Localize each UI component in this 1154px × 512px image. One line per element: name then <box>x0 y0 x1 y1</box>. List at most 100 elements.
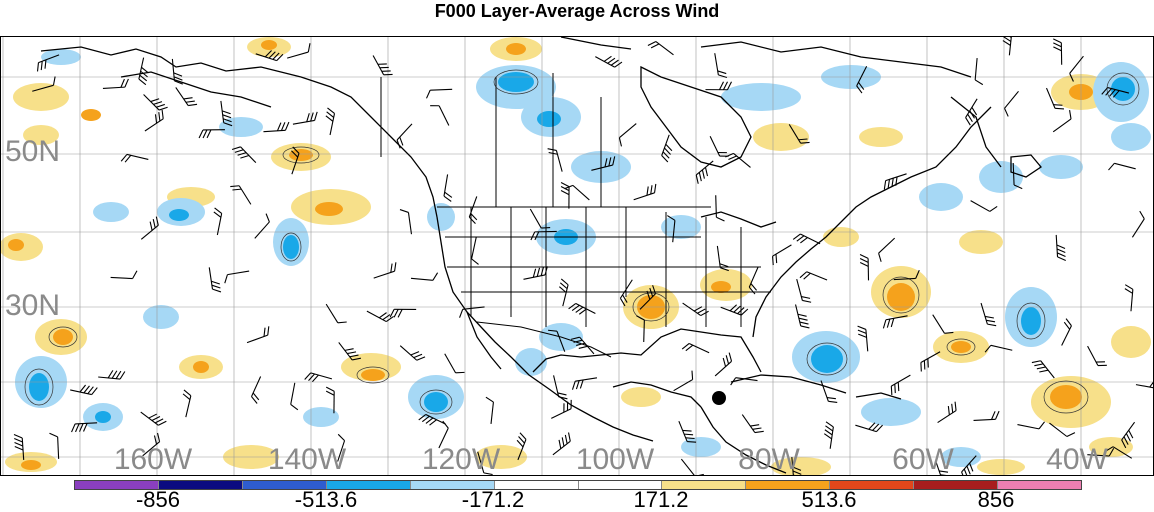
wind-barb <box>822 422 834 449</box>
wind-barb <box>1002 91 1025 116</box>
wind-barb <box>985 344 1012 358</box>
wind-barb <box>305 372 332 387</box>
wind-barb <box>263 122 289 132</box>
wind-barb <box>1001 37 1012 55</box>
wind-barb <box>973 411 999 420</box>
wind-barb <box>121 154 148 168</box>
wind-barb <box>964 99 984 125</box>
wind-barb <box>483 397 494 424</box>
wind-barb <box>322 108 335 135</box>
wind-barb <box>178 390 192 417</box>
wind-barb <box>682 342 709 360</box>
wind-barb <box>888 375 915 395</box>
colorbar-label: 513.6 <box>801 489 856 511</box>
lon-label-80w: 80W <box>738 445 800 475</box>
wind-barb <box>731 377 758 388</box>
wind-barb <box>140 110 166 131</box>
colorbar-label: -856 <box>136 489 180 511</box>
wind-barb <box>648 39 674 61</box>
wind-barb <box>98 369 125 379</box>
wind-barb <box>102 79 128 89</box>
wind-barb <box>971 194 998 214</box>
wind-barb <box>290 383 303 410</box>
wind-barb <box>548 433 573 455</box>
wind-barb <box>1126 211 1147 237</box>
lon-label-160w: 160W <box>114 445 192 475</box>
wind-barb <box>548 147 563 174</box>
wind-barb <box>548 400 575 419</box>
lon-label-140w: 140W <box>268 445 346 475</box>
lon-label-40w: 40W <box>1046 445 1108 475</box>
colorbar-label: -513.6 <box>295 489 357 511</box>
wind-barb <box>1108 162 1135 176</box>
wind-barb <box>373 52 392 79</box>
wind-barb <box>569 302 596 321</box>
lon-label-120w: 120W <box>422 445 500 475</box>
wind-barb <box>860 254 868 280</box>
wind-barb <box>933 402 959 423</box>
colorbar-label: -171.2 <box>462 489 524 511</box>
wind-barb <box>111 269 137 278</box>
plot-title: F000 Layer-Average Across Wind <box>0 0 1154 24</box>
wind-barb <box>705 82 731 90</box>
wind-barb <box>717 245 728 272</box>
wind-barb <box>800 270 827 287</box>
wind-barb <box>876 238 900 262</box>
lat-lon-grid <box>1 37 1153 475</box>
wind-barb <box>144 89 168 113</box>
wind-barb <box>858 325 868 352</box>
wind-barb <box>471 237 484 264</box>
lat-label-30n: 30N <box>5 291 60 321</box>
wind-barb <box>742 410 763 436</box>
wind-barb <box>249 214 272 239</box>
anomaly-shading <box>1 37 1151 475</box>
wind-barb <box>1032 358 1054 383</box>
storm-center-dot <box>712 391 726 405</box>
wind-barbs <box>14 37 1153 475</box>
wind-barb <box>426 89 452 98</box>
wind-barb <box>981 301 996 328</box>
wind-barb <box>1053 39 1061 65</box>
colorbar <box>74 480 1082 490</box>
wind-barb <box>390 309 416 317</box>
wind-barb <box>522 266 549 279</box>
wind-barb <box>693 161 718 184</box>
wind-barb <box>141 406 167 428</box>
wind-barb <box>561 183 569 209</box>
wind-barb <box>715 52 727 79</box>
wind-map <box>1 37 1153 475</box>
lon-label-60w: 60W <box>892 445 954 475</box>
colorbar-label: 856 <box>978 489 1015 511</box>
lat-label-50n: 50N <box>5 137 60 167</box>
map-panel: 50N 30N 160W 140W 120W 100W 80W 60W 40W <box>0 36 1154 476</box>
wind-barb <box>716 195 725 221</box>
wind-barb <box>710 353 735 376</box>
wind-barb <box>530 205 550 232</box>
wind-barb <box>400 340 425 363</box>
wind-barb <box>445 350 465 377</box>
wind-barb <box>70 382 97 395</box>
wind-barb <box>975 58 985 85</box>
wind-barb <box>468 196 484 223</box>
wind-barb <box>232 144 256 168</box>
wind-barb <box>793 232 820 251</box>
wind-barb <box>1088 342 1107 369</box>
wind-barb <box>326 300 347 326</box>
colorbar-label: 171.2 <box>633 489 688 511</box>
wind-barb <box>411 270 438 280</box>
wind-barb <box>1049 110 1075 132</box>
wind-barb <box>595 50 622 69</box>
wind-barb <box>223 271 250 283</box>
wind-barb <box>430 102 449 129</box>
wind-barb <box>210 208 223 235</box>
wind-barb <box>670 371 696 391</box>
wind-barb <box>555 279 569 306</box>
wind-barb <box>721 300 748 317</box>
wind-barb <box>292 112 319 124</box>
wind-barb <box>244 326 271 342</box>
wind-barb <box>371 262 398 278</box>
wind-barb <box>136 217 161 240</box>
wind-barb <box>400 208 411 235</box>
lon-label-100w: 100W <box>576 445 654 475</box>
wind-barb <box>230 182 251 208</box>
